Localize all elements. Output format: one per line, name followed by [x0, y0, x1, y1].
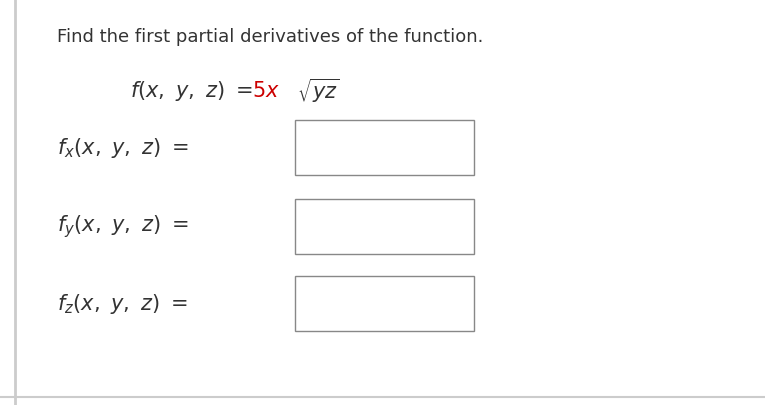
Text: $\mathit{f}(x,\ y,\ z)\ =\ $: $\mathit{f}(x,\ y,\ z)\ =\ $: [130, 79, 252, 103]
Text: Find the first partial derivatives of the function.: Find the first partial derivatives of th…: [57, 28, 483, 46]
Text: $\mathit{5x}$: $\mathit{5x}$: [252, 81, 280, 101]
Text: $\sqrt{\mathit{yz}}$: $\sqrt{\mathit{yz}}$: [297, 77, 340, 105]
Bar: [295, 121, 474, 175]
Bar: [295, 199, 474, 254]
Text: $\mathit{f}_{x}(x,\ y,\ z)\ =$: $\mathit{f}_{x}(x,\ y,\ z)\ =$: [57, 136, 189, 160]
Bar: [295, 276, 474, 331]
Text: $\mathit{f}_{y}(x,\ y,\ z)\ =$: $\mathit{f}_{y}(x,\ y,\ z)\ =$: [57, 213, 189, 240]
Text: $\mathit{f}_{z}(x,\ y,\ z)\ =$: $\mathit{f}_{z}(x,\ y,\ z)\ =$: [57, 292, 188, 316]
